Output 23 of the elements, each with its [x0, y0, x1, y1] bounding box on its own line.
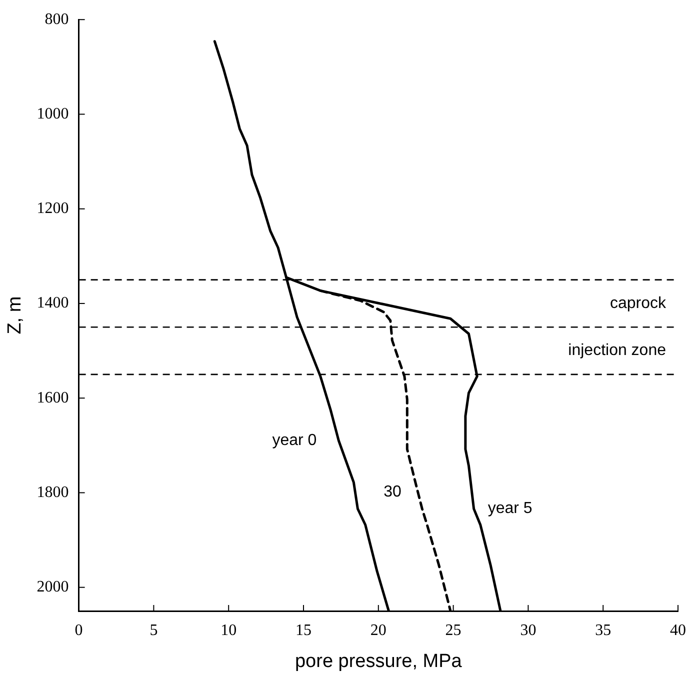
y-tick-label: 1600 — [36, 389, 69, 406]
y-tick-label: 1800 — [36, 484, 69, 501]
annotation: caprock — [610, 294, 667, 312]
y-tick-label: 1200 — [36, 200, 69, 218]
x-tick-label: 10 — [220, 622, 237, 639]
y-tick-label: 800 — [44, 10, 69, 28]
x-axis-title: pore pressure, MPa — [294, 650, 462, 672]
x-tick-label: 30 — [520, 622, 536, 639]
y-tick-label: 2000 — [36, 578, 69, 596]
y-axis-title: Z, m — [4, 296, 26, 334]
x-tick-label: 35 — [595, 622, 612, 639]
y-tick-label: 1000 — [36, 105, 69, 122]
y-tick-label: 1400 — [36, 294, 69, 312]
x-tick-label: 25 — [445, 622, 462, 639]
x-tick-label: 40 — [670, 622, 686, 639]
series-label: year 0 — [272, 432, 317, 450]
x-tick-label: 5 — [150, 622, 158, 639]
x-tick-label: 20 — [370, 622, 386, 639]
annotation: injection zone — [568, 342, 666, 360]
x-tick-label: 15 — [296, 622, 312, 639]
series-label: 30 — [384, 484, 402, 501]
series-label: year 5 — [488, 500, 532, 518]
x-tick-label: 0 — [74, 622, 83, 639]
